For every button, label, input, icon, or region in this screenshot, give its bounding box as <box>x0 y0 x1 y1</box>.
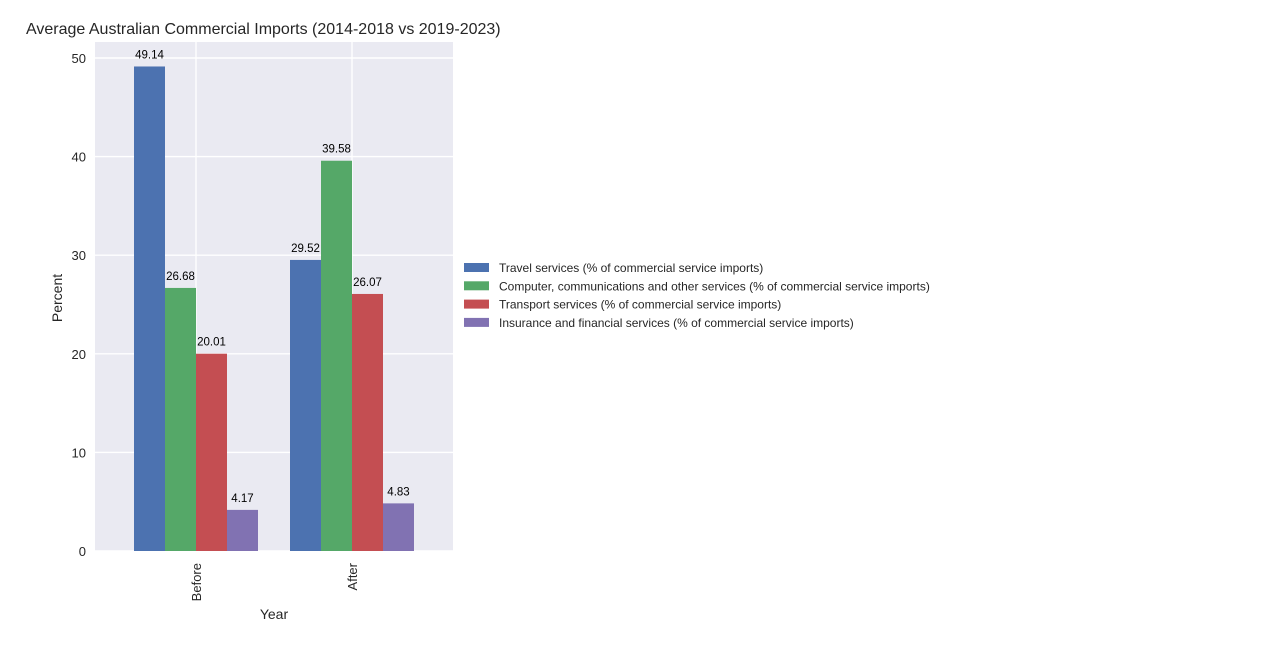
legend-entry: Travel services (% of commercial service… <box>499 261 763 275</box>
x-tick-label: After <box>345 562 360 590</box>
legend-swatch <box>464 263 489 272</box>
chart-title: Average Australian Commercial Imports (2… <box>26 21 501 38</box>
legend-entry: Transport services (% of commercial serv… <box>499 298 781 312</box>
bar <box>352 293 383 551</box>
x-axis-label: Year <box>260 606 289 622</box>
y-tick-label: 40 <box>72 150 86 165</box>
bar-value-label: 4.17 <box>231 493 253 505</box>
bar-value-label: 39.58 <box>322 144 351 156</box>
y-tick-label: 20 <box>72 347 86 362</box>
y-axis-label: Percent <box>49 274 65 322</box>
bar-value-label: 20.01 <box>197 337 226 349</box>
bar-value-label: 29.52 <box>291 243 320 255</box>
bar-labels: 49.14 29.52 26.68 39.58 20.01 26.07 4.17 4.83 <box>135 49 410 504</box>
legend-entry: Insurance and financial services (% of c… <box>499 316 854 330</box>
bar <box>383 503 414 551</box>
bar <box>196 353 227 551</box>
legend-entry: Computer, communications and other servi… <box>499 279 930 293</box>
bar-value-label: 26.07 <box>353 277 382 289</box>
bar-value-label: 26.68 <box>166 271 195 283</box>
bar <box>290 259 321 551</box>
bar <box>165 287 196 551</box>
bar <box>321 160 352 551</box>
legend: Travel services (% of commercial service… <box>464 261 930 330</box>
y-tick-label: 10 <box>72 445 86 460</box>
legend-swatch <box>464 317 489 327</box>
bar-value-label: 49.14 <box>135 49 164 61</box>
bar-value-label: 4.83 <box>387 486 409 498</box>
y-tick-label: 50 <box>72 51 86 66</box>
legend-swatch <box>464 281 489 291</box>
bars <box>134 66 414 551</box>
bar <box>134 66 165 551</box>
bar <box>227 509 258 551</box>
y-axis-ticks: 0 10 20 30 40 50 <box>72 51 86 559</box>
x-axis-ticks: Before After <box>189 562 360 601</box>
y-tick-label: 30 <box>72 248 86 263</box>
legend-swatch <box>464 299 489 309</box>
x-tick-label: Before <box>189 563 204 601</box>
y-tick-label: 0 <box>79 544 86 559</box>
